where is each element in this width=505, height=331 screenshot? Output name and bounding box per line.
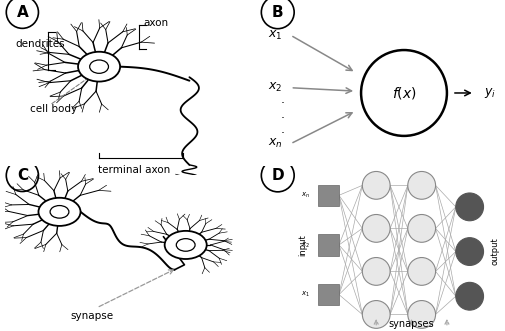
Ellipse shape	[363, 258, 390, 285]
Ellipse shape	[408, 258, 435, 285]
Bar	[318, 284, 339, 305]
Text: synapse: synapse	[70, 311, 113, 321]
Bar	[318, 234, 339, 256]
Ellipse shape	[408, 214, 435, 242]
Text: B: B	[272, 5, 284, 20]
Text: $x_{2}$: $x_{2}$	[269, 81, 283, 94]
Text: terminal axon: terminal axon	[97, 165, 170, 175]
Text: $x_1$: $x_1$	[301, 290, 310, 299]
Text: .
.
.: . . .	[281, 93, 285, 135]
Ellipse shape	[361, 50, 447, 136]
Circle shape	[78, 52, 120, 81]
Circle shape	[50, 206, 69, 218]
Text: $x_{n}$: $x_{n}$	[268, 137, 283, 150]
Ellipse shape	[456, 238, 483, 265]
Ellipse shape	[363, 214, 390, 242]
Circle shape	[90, 60, 109, 73]
Ellipse shape	[456, 282, 483, 310]
Text: synapses: synapses	[389, 319, 434, 329]
Circle shape	[165, 231, 207, 259]
Circle shape	[176, 239, 195, 251]
Ellipse shape	[456, 193, 483, 221]
Ellipse shape	[408, 171, 435, 199]
Ellipse shape	[363, 301, 390, 328]
Text: $x_{1}$: $x_{1}$	[268, 28, 283, 42]
Text: $x_2$: $x_2$	[301, 240, 310, 250]
Text: $x_n$: $x_n$	[301, 191, 310, 200]
Ellipse shape	[363, 171, 390, 199]
Text: cell body: cell body	[30, 104, 77, 114]
Text: input: input	[298, 234, 308, 256]
Text: axon: axon	[143, 18, 169, 28]
Text: C: C	[17, 168, 28, 183]
Text: D: D	[272, 168, 284, 183]
Bar	[318, 185, 339, 206]
Text: A: A	[17, 5, 28, 20]
Circle shape	[38, 198, 80, 226]
Text: output: output	[490, 238, 499, 265]
Ellipse shape	[408, 301, 435, 328]
Text: $y_i$: $y_i$	[484, 86, 496, 100]
Text: dendrites: dendrites	[15, 39, 65, 49]
Text: $f(x)$: $f(x)$	[392, 85, 416, 101]
